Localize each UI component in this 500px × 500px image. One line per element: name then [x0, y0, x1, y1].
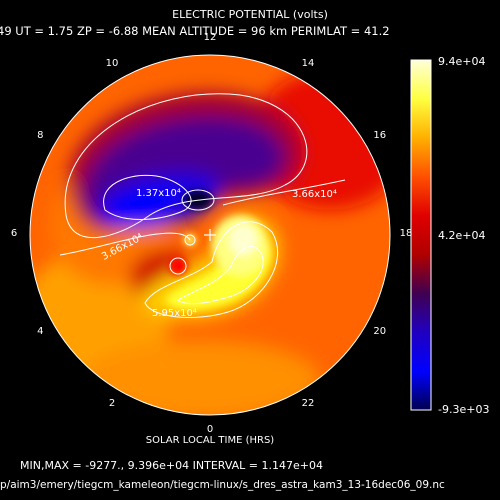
pole-marker [204, 229, 216, 241]
hour-label-16: 16 [373, 130, 387, 141]
colorbar [410, 59, 432, 411]
hour-label-12: 12 [203, 32, 217, 43]
hour-label-18: 18 [399, 228, 413, 239]
x-axis-label: SOLAR LOCAL TIME (HRS) [145, 435, 275, 446]
colorbar-mid-label: 4.2e+04 [438, 229, 486, 242]
hour-label-8: 8 [37, 130, 44, 141]
potential-map [30, 55, 390, 415]
colorbar-min-label: -9.3e+03 [438, 403, 490, 416]
contour-label-high: 5.95x10⁴ [152, 308, 197, 319]
min-max-stats: MIN,MAX = -9277., 9.396e+04 INTERVAL = 1… [20, 459, 323, 472]
hour-label-4: 4 [37, 326, 44, 337]
hour-label-22: 22 [301, 397, 315, 409]
plot-boundary [29, 54, 391, 416]
colorbar-max-label: 9.4e+04 [438, 55, 486, 68]
hour-label-20: 20 [373, 326, 387, 337]
contour-label-low: 1.37x10⁴ [136, 188, 181, 199]
hour-label-14: 14 [301, 58, 315, 70]
contour-lines [59, 93, 346, 318]
file-path: p/aim3/emery/tiegcm_kameleon/tiegcm-linu… [0, 479, 445, 491]
plot-subtitle: 49 UT = 1.75 ZP = -6.88 MEAN ALTITUDE = … [0, 24, 390, 38]
contour-label-mid-right: 3.66x10⁴ [292, 189, 337, 200]
hour-label-10: 10 [105, 58, 119, 70]
plot-title: ELECTRIC POTENTIAL (volts) [172, 8, 328, 21]
hour-label-2: 2 [108, 397, 116, 409]
hour-label-0: 0 [206, 424, 214, 435]
hour-label-6: 6 [10, 228, 18, 239]
